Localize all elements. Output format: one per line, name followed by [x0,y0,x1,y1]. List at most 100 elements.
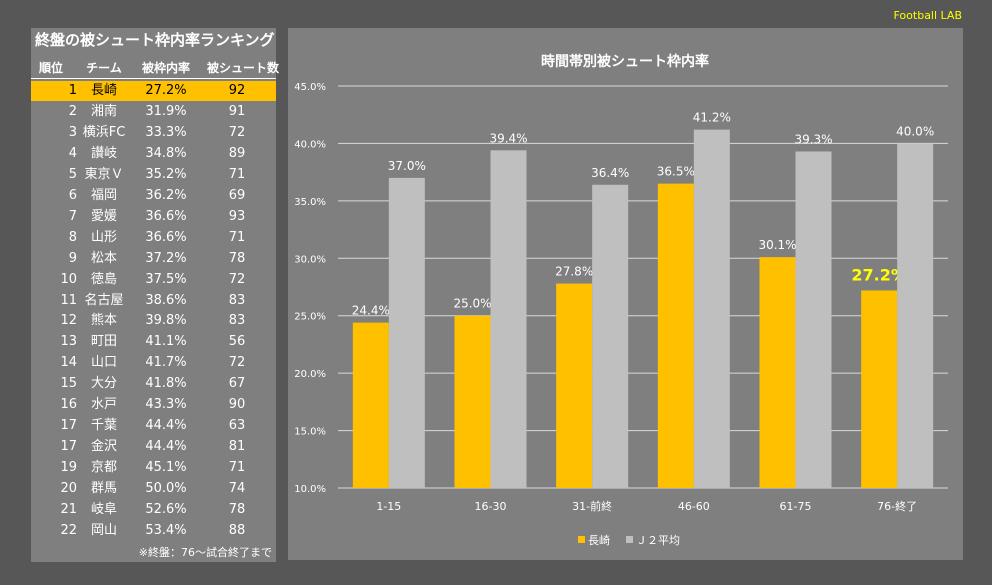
table-row: 17 千葉 44.4% 63 [31,416,276,436]
header-rank: 順位 [39,61,64,75]
rank-cell: 4 [68,145,77,161]
shots-cell: 81 [228,439,246,455]
table-row: 14 山口 41.7% 72 [31,353,276,373]
legend-swatch [626,536,633,543]
table-row: 16 水戸 43.3% 90 [31,395,276,415]
team-cell: 大分 [90,376,117,392]
rank-cell: 10 [60,271,77,287]
bar-nagasaki [759,257,796,488]
team-cell: 千葉 [90,418,117,434]
rate-cell: 36.6% [145,208,187,224]
rank-cell: 16 [60,397,77,413]
shots-cell: 93 [228,208,246,224]
bar-j2-average [693,129,730,488]
table-row: 12 熊本 39.8% 83 [31,311,276,331]
table-row: 2 湘南 31.9% 91 [31,102,276,122]
rank-cell: 21 [60,502,77,517]
table-row: 8 山形 36.6% 71 [31,228,276,248]
table-row: 20 群馬 50.0% 74 [31,479,276,499]
chart-title: 時間帯別被シュート枠内率 [541,53,709,70]
data-label: 27.2% [851,265,907,284]
y-tick-label: 35.0% [294,197,326,208]
team-cell: 京都 [90,460,117,476]
rate-cell: 27.2% [145,83,187,98]
rank-cell: 11 [60,292,77,308]
rate-cell: 44.4% [145,418,187,434]
x-tick-label: 16-30 [475,500,507,513]
rate-cell: 53.4% [145,522,187,538]
rank-cell: 17 [60,439,77,455]
bar-j2-average [795,151,832,488]
rate-cell: 41.8% [145,376,187,392]
header-rate: 被枠内率 [141,61,190,75]
team-cell: 名古屋 [84,292,124,308]
shots-cell: 67 [228,376,246,392]
rate-cell: 39.8% [145,313,187,329]
rate-cell: 50.0% [145,481,187,497]
shots-cell: 72 [228,271,246,287]
data-label: 27.8% [555,265,593,279]
x-tick-label: 46-60 [678,500,710,513]
data-label: 25.0% [453,297,491,311]
table-row: 1 長崎 27.2% 92 [31,81,276,101]
bar-chart: 時間帯別被シュート枠内率 10.0% 15.0% 20.0% 25.0% 30.0% 35.… [294,53,948,547]
shots-cell: 74 [228,481,246,497]
x-tick-label: 31-前終 [572,499,612,513]
rank-cell: 1 [68,83,77,98]
brand-label: Football LAB [893,9,963,22]
rate-cell: 52.6% [145,502,187,517]
team-cell: 熊本 [90,313,117,329]
y-tick-label: 10.0% [294,484,326,495]
shots-cell: 83 [228,292,246,308]
shots-cell: 89 [228,145,246,161]
table-row: 22 岡山 53.4% 88 [31,521,276,541]
y-tick-label: 20.0% [294,369,326,380]
table-row: 5 東京Ｖ 35.2% 71 [31,165,276,185]
table-row: 21 岐阜 52.6% 78 [31,500,276,520]
team-cell: 山口 [90,355,117,371]
shots-cell: 72 [228,124,246,140]
rate-cell: 43.3% [145,397,187,413]
y-tick-label: 30.0% [294,254,326,265]
team-cell: 讃岐 [90,145,117,161]
bar-j2-average [388,177,425,488]
table-row: 7 愛媛 36.6% 93 [31,207,276,227]
rate-cell: 35.2% [145,166,187,182]
rate-cell: 41.7% [145,355,187,371]
data-label: 36.4% [591,166,629,180]
team-cell: 湘南 [90,103,117,119]
rate-cell: 37.2% [145,250,187,266]
bar-nagasaki [352,322,389,488]
team-cell: 松本 [90,250,117,266]
shots-cell: 78 [228,250,246,266]
bar-j2-average [592,184,629,488]
shots-cell: 71 [228,166,246,182]
shots-cell: 88 [228,522,246,538]
team-cell: 水戸 [90,397,117,413]
team-cell: 愛媛 [90,208,117,224]
team-cell: 長崎 [90,83,117,98]
team-cell: 福岡 [90,187,117,203]
shots-cell: 69 [228,187,246,203]
rate-cell: 38.6% [145,292,187,308]
data-label: 37.0% [388,159,426,173]
rate-cell: 37.5% [145,271,187,287]
rate-cell: 36.6% [145,229,187,245]
table-row: 11 名古屋 38.6% 83 [31,291,276,311]
y-tick-label: 15.0% [294,427,326,438]
legend-swatch [578,536,585,543]
table-row: 13 町田 41.1% 56 [31,332,276,352]
y-tick-label: 40.0% [294,139,326,150]
data-label: 36.5% [657,165,695,179]
bar-j2-average [490,150,527,488]
rank-cell: 17 [60,418,77,434]
shots-cell: 56 [228,334,246,350]
team-cell: 徳島 [90,271,117,287]
table-row: 15 大分 41.8% 67 [31,374,276,394]
rate-cell: 44.4% [145,439,187,455]
rank-cell: 3 [68,124,77,140]
rate-cell: 41.1% [145,334,187,350]
data-label: 24.4% [352,304,390,318]
x-tick-label: 61-75 [780,500,812,513]
header-shots: 被シュート数 [207,61,280,75]
